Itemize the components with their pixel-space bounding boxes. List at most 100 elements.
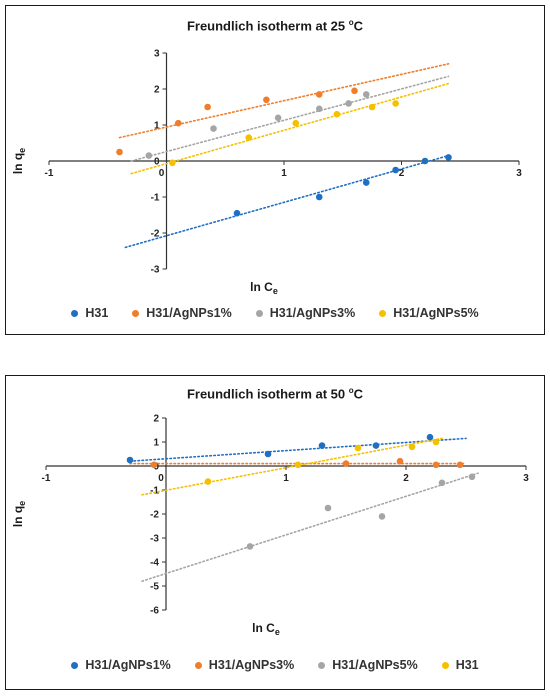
trendline <box>130 82 450 175</box>
x-axis-label: ln Ce <box>252 621 280 637</box>
trendline <box>124 154 450 249</box>
trendline <box>141 437 443 496</box>
legend-item: H31/AgNPs5% <box>318 658 418 672</box>
data-point <box>274 114 282 122</box>
data-point <box>342 460 350 467</box>
data-point <box>210 125 217 132</box>
chart-title: Freundlich isotherm at 50 oC <box>186 386 364 402</box>
x-tick-label: 2 <box>403 473 409 484</box>
data-point <box>333 110 341 118</box>
legend-label: H31/AgNPs1% <box>146 306 232 320</box>
data-point <box>421 157 429 165</box>
data-point <box>245 134 253 141</box>
y-tick-label: -3 <box>150 534 159 545</box>
data-point <box>354 444 362 452</box>
y-tick-label: 0 <box>154 157 160 168</box>
legend-item: H31/AgNPs3% <box>194 658 295 672</box>
data-point <box>145 152 153 159</box>
data-point <box>372 442 380 449</box>
data-point <box>345 100 352 107</box>
y-tick-label: -4 <box>150 558 159 569</box>
data-point <box>294 461 302 469</box>
legend-marker <box>441 661 449 669</box>
legend-item: H31 <box>441 658 479 672</box>
y-tick-label: -6 <box>150 606 159 617</box>
data-point <box>318 442 326 449</box>
y-tick-label: 1 <box>153 438 159 449</box>
legend-marker <box>71 661 79 669</box>
data-point <box>396 457 404 465</box>
data-point <box>292 119 300 127</box>
data-point <box>445 154 452 161</box>
data-point <box>362 179 370 186</box>
data-point <box>408 443 416 451</box>
legend-item: H31/AgNPs1% <box>71 658 171 672</box>
legend-label: H31/AgNPs5% <box>332 658 418 672</box>
x-tick-label: 0 <box>158 473 164 484</box>
data-point <box>456 461 464 469</box>
legend-marker <box>379 309 387 317</box>
x-tick-label: -1 <box>42 473 51 484</box>
data-point <box>126 456 134 464</box>
x-tick-label: 3 <box>516 168 522 179</box>
legend-marker <box>132 309 140 317</box>
legend: H31 H31/AgNPs1% H31/AgNPs3% H31/AgNPs5% <box>6 306 544 320</box>
data-point <box>362 91 370 98</box>
y-tick-label: -1 <box>150 486 159 497</box>
legend-marker <box>194 661 202 669</box>
chart-title: Freundlich isotherm at 25 oC <box>186 18 364 34</box>
data-point <box>315 193 323 201</box>
y-tick-label: -5 <box>150 582 159 593</box>
data-point <box>150 461 158 469</box>
legend-label: H31/AgNPs1% <box>85 658 171 672</box>
y-tick-label: -2 <box>150 510 159 521</box>
data-point <box>233 209 241 217</box>
chart-panel-50c: Freundlich isotherm at 50 oC -6 -5 -4 -3 -2 -… <box>5 375 545 690</box>
legend-item: H31/AgNPs1% <box>132 306 232 320</box>
data-point <box>378 513 386 520</box>
data-point <box>368 103 376 111</box>
data-point <box>315 105 323 113</box>
trendline <box>129 437 467 462</box>
trendline <box>130 75 450 162</box>
data-point <box>351 87 358 95</box>
y-tick-label: -2 <box>151 229 160 240</box>
trendline <box>118 62 450 139</box>
data-point <box>392 100 399 107</box>
legend-label: H31 <box>85 306 109 320</box>
legend-item: H31 <box>71 306 108 320</box>
trendline <box>141 472 479 582</box>
y-tick-label: 1 <box>154 121 160 132</box>
y-tick-label: -1 <box>151 193 160 204</box>
x-tick-label: 1 <box>281 168 287 179</box>
data-point <box>264 450 272 458</box>
data-point <box>174 119 182 127</box>
y-tick-label: 3 <box>154 49 160 60</box>
data-point <box>468 473 476 481</box>
x-tick-label: 0 <box>159 168 165 179</box>
data-point <box>426 433 434 441</box>
legend-label: H31/AgNPs5% <box>393 306 479 320</box>
y-axis-label: ln qe <box>11 501 27 527</box>
y-axis-label: ln qe <box>11 148 27 174</box>
x-tick-label: -1 <box>45 168 54 179</box>
x-tick-label: 2 <box>399 168 405 179</box>
legend-label: H31/AgNPs3% <box>208 658 295 672</box>
data-point <box>204 478 212 485</box>
data-point <box>324 504 332 512</box>
legend-label: H31 <box>455 658 479 672</box>
data-point <box>438 479 446 487</box>
y-tick-label: -3 <box>151 265 160 276</box>
data-point <box>392 166 399 174</box>
data-point <box>116 148 123 156</box>
legend-marker <box>255 309 263 317</box>
data-point <box>246 543 254 550</box>
legend-marker <box>71 309 79 317</box>
legend-item: H31/AgNPs5% <box>379 306 479 320</box>
legend-marker <box>318 661 326 669</box>
x-tick-label: 3 <box>523 473 529 484</box>
legend-label: H31/AgNPs3% <box>269 306 356 320</box>
y-tick-label: 2 <box>153 414 159 425</box>
data-point <box>169 159 176 167</box>
